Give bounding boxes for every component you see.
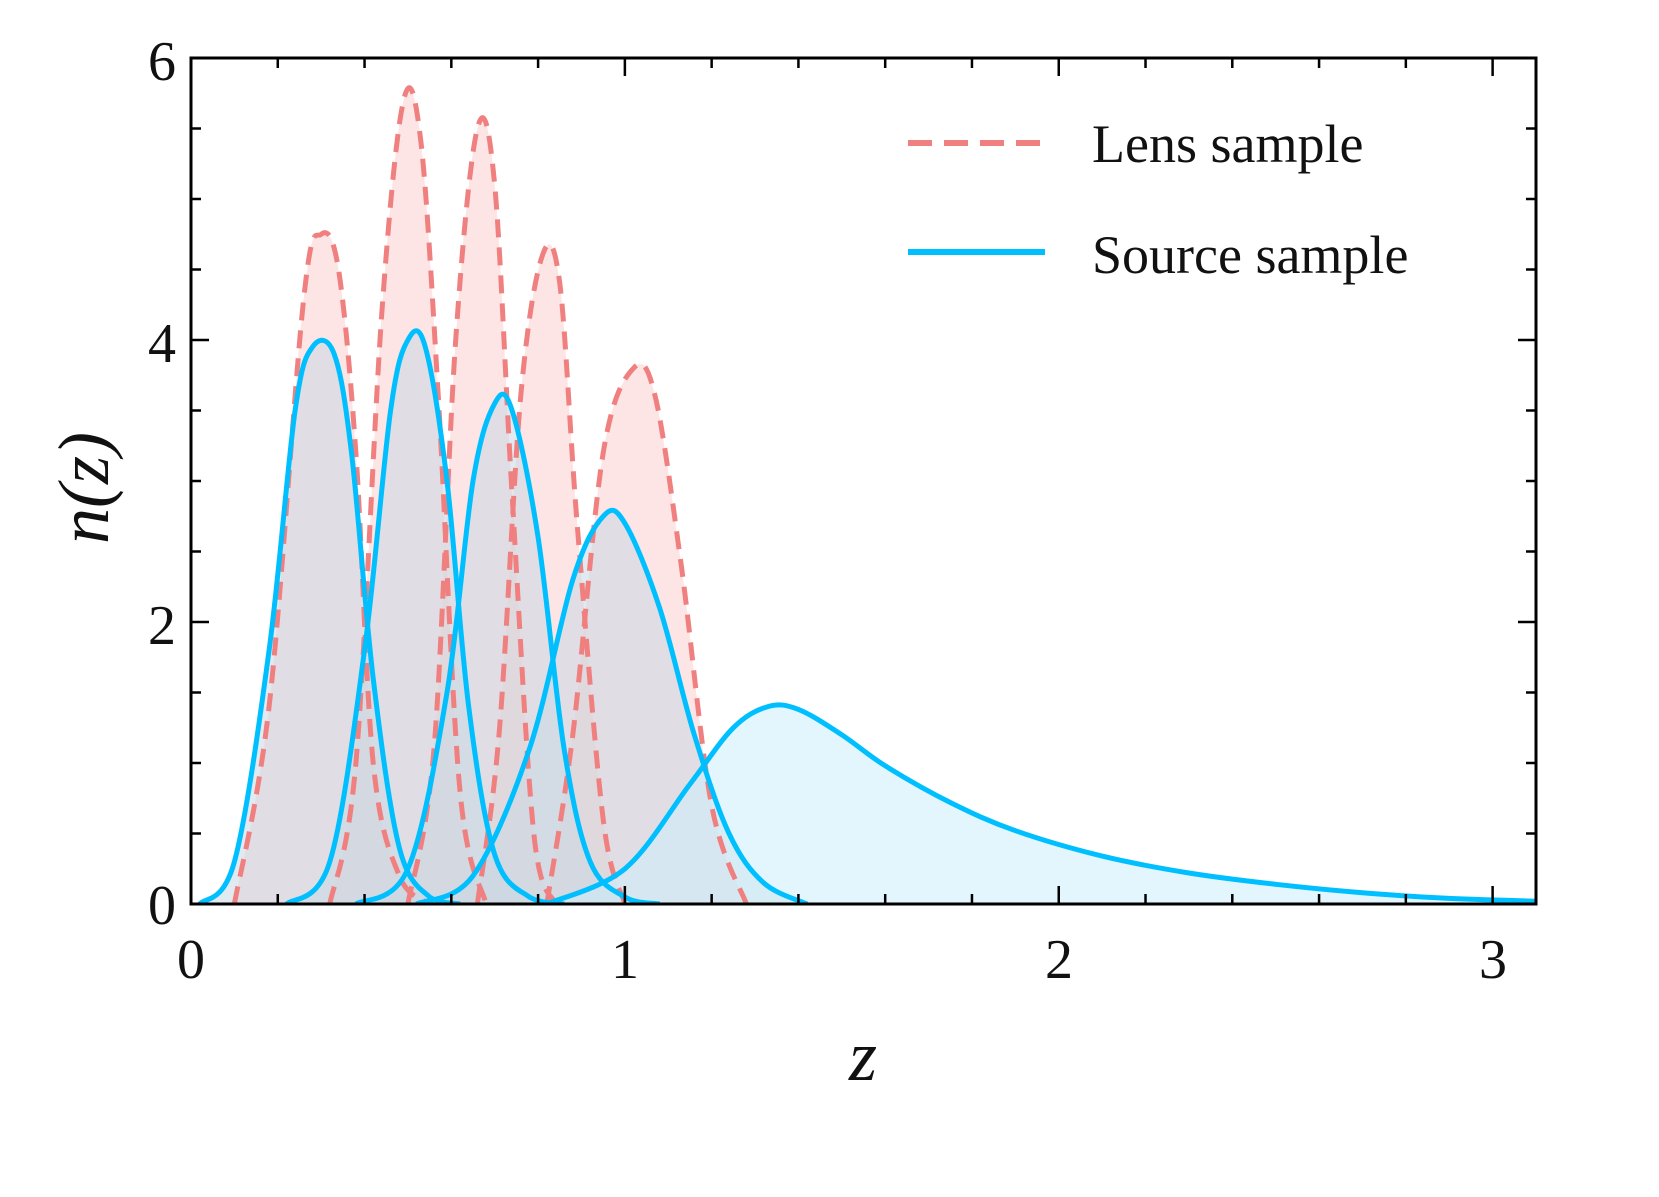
series-line-lens-1 [327,85,489,904]
x-tick-label-3: 3 [1479,929,1507,991]
y-tick-label-2: 2 [148,595,176,657]
area-fills [199,87,1536,904]
x-tick-label-2: 2 [1045,929,1073,991]
y-tick-label-6: 6 [148,31,176,93]
area-fill-source-9 [546,704,1536,904]
y-axis-title: n(z) [44,432,124,544]
series-line-source-7 [354,391,661,904]
series-line-source-9 [545,702,1536,904]
area-fill-source-5 [199,340,460,904]
x-tick-label-1: 1 [611,929,639,991]
y-tick-labels: 0 2 4 6 [148,31,176,937]
series-line-lens-0 [231,230,432,904]
y-tick-label-0: 0 [148,875,176,937]
series-line-lens-3 [474,241,628,904]
series-line-lens-2 [405,115,558,904]
legend-label-source: Source sample [1092,225,1408,285]
legend: Lens sample Source sample [908,114,1408,285]
legend-label-lens: Lens sample [1092,114,1363,174]
series-lines [197,85,1536,904]
x-axis-title: z [848,1016,877,1096]
y-tick-label-4: 4 [148,313,176,375]
series-line-source-5 [197,337,461,904]
x-tick-label-0: 0 [177,929,205,991]
axis-ticks [189,56,1536,906]
series-line-source-8 [415,507,809,904]
x-tick-labels: 0 1 2 3 [177,929,1507,991]
area-fill-source-7 [355,394,660,904]
